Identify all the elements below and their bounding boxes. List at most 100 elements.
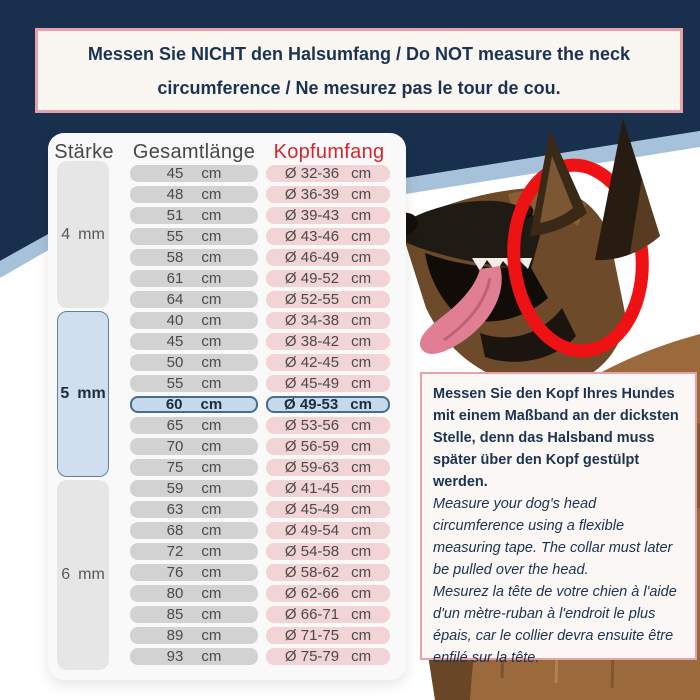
head-circumference-pill: Ø 46-49 cm: [266, 249, 390, 266]
length-value: 70: [166, 438, 184, 455]
head-circumference-pill: Ø 53-56 cm: [266, 417, 390, 434]
length-unit: cm: [201, 207, 222, 224]
head-circumference-pill: Ø 41-45 cm: [266, 480, 390, 497]
size-table-card: Stärke Gesamtlänge Kopfumfang 4 mm 5 mm 6 mm …: [48, 133, 406, 680]
thickness-group-4mm: 4 mm: [57, 161, 109, 308]
head-unit: cm: [351, 165, 372, 182]
warning-banner-text: Messen Sie NICHT den Halsumfang / Do NOT…: [87, 43, 631, 98]
table-row: 76 cm Ø 58-62 cm: [48, 562, 406, 583]
total-length-pill: 63 cm: [130, 501, 258, 518]
head-unit: cm: [351, 501, 372, 518]
table-row: 58 cm Ø 46-49 cm: [48, 247, 406, 268]
head-range-value: Ø 39-43: [284, 207, 340, 224]
total-length-pill: 58 cm: [130, 249, 258, 266]
thickness-unit: mm: [77, 385, 106, 402]
total-length-pill: 51 cm: [130, 207, 258, 224]
head-circumference-pill: Ø 45-49 cm: [266, 375, 390, 392]
total-length-pill: 93 cm: [130, 648, 258, 665]
head-range-value: Ø 36-39: [284, 186, 340, 203]
head-range-value: Ø 46-49: [284, 249, 340, 266]
length-unit: cm: [201, 585, 222, 602]
red-measuring-circle: [507, 158, 649, 358]
total-length-pill: 72 cm: [130, 543, 258, 560]
length-value: 58: [166, 249, 184, 266]
thickness-value: 5: [60, 385, 70, 402]
head-circumference-pill: Ø 45-49 cm: [266, 501, 390, 518]
table-row: 50 cm Ø 42-45 cm: [48, 352, 406, 373]
length-value: 80: [166, 585, 184, 602]
head-circumference-pill: Ø 49-54 cm: [266, 522, 390, 539]
head-unit: cm: [351, 207, 372, 224]
thickness-column: 4 mm 5 mm 6 mm: [48, 133, 406, 680]
head-circumference-pill: Ø 59-63 cm: [266, 459, 390, 476]
instructions-german: Messen Sie den Kopf Ihres Hundes mit ein…: [433, 386, 679, 490]
total-length-pill: 61 cm: [130, 270, 258, 287]
table-row: 51 cm Ø 39-43 cm: [48, 205, 406, 226]
total-length-pill: 70 cm: [130, 438, 258, 455]
total-length-pill: 45 cm: [130, 333, 258, 350]
table-row: 85 cm Ø 66-71 cm: [48, 604, 406, 625]
head-unit: cm: [351, 270, 372, 287]
head-range-value: Ø 58-62: [284, 564, 340, 581]
head-unit: cm: [351, 606, 372, 623]
length-unit: cm: [201, 354, 222, 371]
length-value: 59: [166, 480, 184, 497]
length-unit: cm: [201, 291, 222, 308]
head-circumference-pill: Ø 54-58 cm: [266, 543, 390, 560]
length-value: 68: [166, 522, 184, 539]
head-unit: cm: [351, 228, 372, 245]
length-value: 51: [166, 207, 184, 224]
table-row: 61 cm Ø 49-52 cm: [48, 268, 406, 289]
total-length-pill: 68 cm: [130, 522, 258, 539]
length-unit: cm: [201, 417, 222, 434]
table-row: 45 cm Ø 38-42 cm: [48, 331, 406, 352]
head-range-value: Ø 38-42: [284, 333, 340, 350]
thickness-group-5mm: 5 mm: [57, 311, 109, 477]
head-unit: cm: [351, 438, 372, 455]
total-length-pill: 45 cm: [130, 165, 258, 182]
length-unit: cm: [201, 648, 222, 665]
thickness-unit: mm: [78, 225, 105, 243]
head-range-value: Ø 45-49: [284, 501, 340, 518]
head-unit: cm: [351, 291, 372, 308]
table-row: 70 cm Ø 56-59 cm: [48, 436, 406, 457]
total-length-pill: 89 cm: [130, 627, 258, 644]
head-range-value: Ø 66-71: [284, 606, 340, 623]
table-row: 45 cm Ø 32-36 cm: [48, 163, 406, 184]
head-unit: cm: [351, 627, 372, 644]
table-row: 68 cm Ø 49-54 cm: [48, 520, 406, 541]
table-header-row: Stärke Gesamtlänge Kopfumfang: [48, 141, 406, 165]
head-unit: cm: [351, 333, 372, 350]
head-range-value: Ø 49-53: [284, 396, 339, 413]
length-unit: cm: [201, 228, 222, 245]
table-row-highlighted: 60 cm Ø 49-53 cm: [48, 394, 406, 415]
length-value: 76: [166, 564, 184, 581]
total-length-pill: 48 cm: [130, 186, 258, 203]
length-unit: cm: [201, 249, 222, 266]
length-value: 89: [166, 627, 184, 644]
measuring-instructions-box: Messen Sie den Kopf Ihres Hundes mit ein…: [420, 372, 697, 666]
header-head-circumference: Kopfumfang: [273, 141, 385, 163]
length-value: 50: [166, 354, 184, 371]
length-value: 40: [166, 312, 184, 329]
head-circumference-pill: Ø 39-43 cm: [266, 207, 390, 224]
table-row: 80 cm Ø 62-66 cm: [48, 583, 406, 604]
head-circumference-pill: Ø 52-55 cm: [266, 291, 390, 308]
head-circumference-pill: Ø 66-71 cm: [266, 606, 390, 623]
thickness-value: 6: [61, 566, 71, 583]
table-row: 89 cm Ø 71-75 cm: [48, 625, 406, 646]
head-unit: cm: [351, 480, 372, 497]
head-circumference-pill: Ø 62-66 cm: [266, 585, 390, 602]
head-range-value: Ø 49-54: [284, 522, 340, 539]
head-range-value: Ø 52-55: [284, 291, 340, 308]
total-length-pill: 64 cm: [130, 291, 258, 308]
length-unit: cm: [201, 459, 222, 476]
head-unit: cm: [351, 522, 372, 539]
head-circumference-pill: Ø 42-45 cm: [266, 354, 390, 371]
head-unit: cm: [351, 249, 372, 266]
head-circumference-pill: Ø 49-53 cm: [266, 396, 390, 413]
dog-chin: [480, 308, 576, 362]
thickness-value: 4: [61, 225, 71, 243]
head-range-value: Ø 42-45: [284, 354, 340, 371]
